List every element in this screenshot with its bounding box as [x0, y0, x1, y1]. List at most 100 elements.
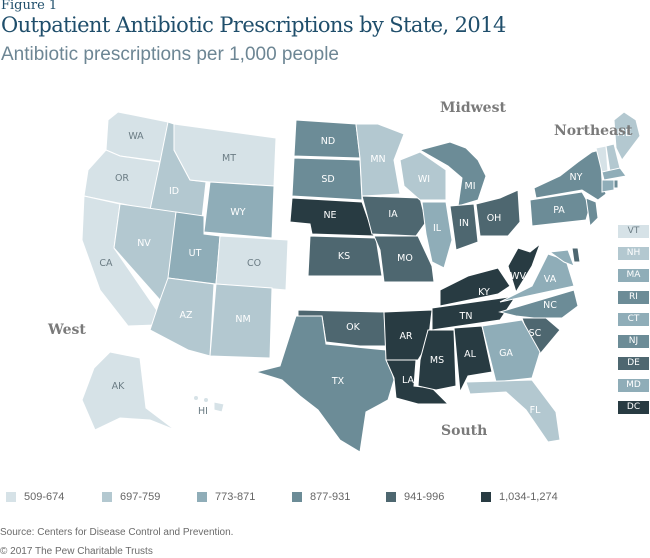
legend-item: 941-996 [386, 491, 444, 503]
region-south: South [441, 423, 487, 439]
state-FL: FL [465, 379, 561, 443]
figure-label: Figure 1 [1, 0, 58, 13]
svg-text:MS: MS [430, 355, 444, 366]
svg-text:AL: AL [464, 349, 476, 360]
legend-item: 877-931 [292, 491, 350, 503]
state-DE-shape [571, 247, 581, 263]
state-TN: TN [431, 295, 518, 331]
svg-text:IN: IN [459, 218, 469, 229]
chart-title: Outpatient Antibiotic Prescriptions by S… [1, 13, 506, 37]
small-state-MA: MA [618, 269, 649, 282]
svg-text:WY: WY [230, 207, 245, 218]
legend-swatch [6, 492, 16, 502]
state-AZ: AZ [149, 277, 215, 357]
svg-text:TX: TX [331, 376, 345, 387]
state-CO: CO [215, 235, 289, 291]
copyright-note: © 2017 The Pew Charitable Trusts [0, 546, 153, 557]
state-NY: NY [533, 149, 607, 201]
small-state-DE: DE [618, 357, 649, 370]
svg-text:AR: AR [399, 331, 412, 342]
small-state-NH: NH [618, 247, 649, 260]
svg-text:MT: MT [222, 153, 236, 164]
svg-text:SC: SC [529, 328, 542, 339]
legend-swatch [481, 492, 491, 502]
state-LA: LA [385, 359, 450, 405]
legend-item: 697-759 [102, 491, 160, 503]
small-state-NJ: NJ [618, 335, 649, 348]
svg-text:AZ: AZ [179, 310, 192, 321]
state-KS: KS [307, 235, 383, 277]
state-IN: IN [449, 203, 479, 251]
small-state-CT: CT [618, 313, 649, 326]
us-choropleth-map: WA OR CA ID MT WY NV UT CO AZ NM AK HI N… [0, 70, 650, 480]
svg-text:AK: AK [112, 381, 125, 392]
state-AL: AL [453, 325, 493, 394]
svg-text:CO: CO [247, 258, 261, 269]
svg-text:WV: WV [510, 271, 526, 282]
svg-text:NM: NM [235, 314, 250, 325]
state-WV: WV [507, 242, 542, 294]
chart-subtitle: Antibiotic prescriptions per 1,000 peopl… [1, 44, 339, 65]
svg-text:PA: PA [553, 205, 565, 216]
state-NJ-shape [585, 197, 599, 228]
state-MO: MO [373, 235, 435, 283]
svg-text:KY: KY [478, 287, 490, 298]
small-state-RI: RI [618, 291, 649, 304]
svg-text:WA: WA [128, 131, 144, 142]
state-KY: KY [439, 267, 511, 307]
state-TX: TX [254, 315, 395, 453]
svg-text:ID: ID [169, 186, 179, 197]
svg-text:KS: KS [338, 251, 350, 262]
svg-text:MO: MO [397, 253, 413, 264]
state-RI-shape [613, 179, 619, 189]
svg-text:VA: VA [544, 274, 557, 285]
svg-text:IL: IL [433, 223, 442, 234]
state-MD-shape [548, 249, 575, 267]
state-WY: WY [203, 181, 275, 239]
legend-swatch [292, 492, 302, 502]
state-IA: IA [361, 195, 427, 237]
legend-swatch [197, 492, 207, 502]
svg-text:UT: UT [189, 248, 202, 259]
svg-text:MN: MN [370, 154, 385, 165]
legend-swatch [386, 492, 396, 502]
state-MI: MI [418, 141, 487, 207]
legend-item: 773-871 [197, 491, 255, 503]
svg-text:OR: OR [115, 173, 129, 184]
state-ND: ND [293, 119, 361, 159]
source-note: Source: Centers for Disease Control and … [0, 527, 234, 538]
svg-text:LA: LA [402, 375, 415, 386]
svg-text:TN: TN [459, 311, 473, 322]
svg-text:CA: CA [99, 258, 113, 269]
state-HI: HI [194, 396, 225, 417]
state-ME: ME [613, 111, 641, 161]
svg-text:ME: ME [617, 128, 631, 139]
svg-text:NY: NY [570, 172, 583, 183]
svg-text:NE: NE [323, 210, 336, 221]
svg-text:GA: GA [499, 348, 513, 359]
state-CT-shape [601, 179, 615, 193]
svg-text:SD: SD [321, 174, 334, 185]
small-state-DC: DC [618, 401, 649, 414]
legend-swatch [102, 492, 112, 502]
state-NE: NE [289, 197, 375, 237]
state-MN: MN [355, 123, 405, 197]
svg-text:OK: OK [346, 322, 360, 333]
svg-text:NV: NV [137, 238, 151, 249]
state-NC: NC [498, 289, 579, 319]
state-AK: AK [81, 351, 176, 431]
region-west: West [47, 322, 86, 338]
small-state-VT: VT [618, 225, 649, 238]
region-northeast: Northeast [554, 123, 633, 139]
svg-text:NC: NC [543, 300, 557, 311]
state-MA-shape [601, 167, 627, 181]
state-WI: WI [399, 151, 447, 201]
svg-text:HI: HI [198, 406, 208, 417]
state-GA: GA [481, 319, 541, 383]
svg-text:OH: OH [487, 213, 502, 224]
small-state-MD: MD [618, 379, 649, 392]
region-midwest: Midwest [440, 100, 506, 116]
svg-text:FL: FL [530, 405, 541, 416]
state-MT: MT [173, 123, 277, 187]
state-IL: IL [421, 201, 453, 269]
